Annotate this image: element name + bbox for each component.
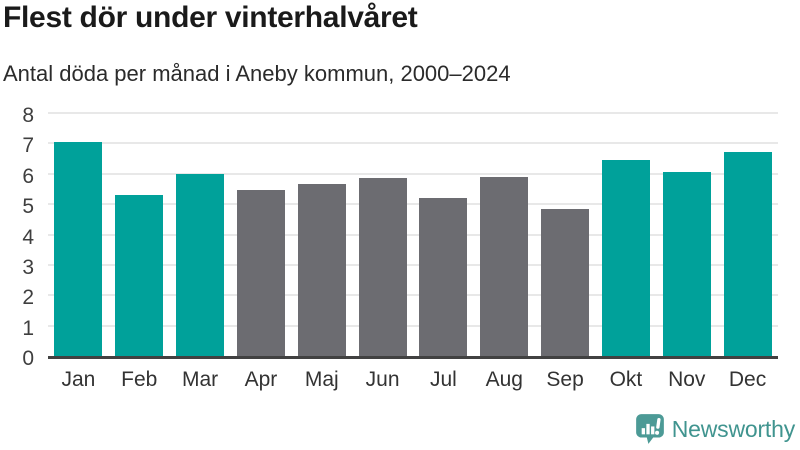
x-tick-nov: Nov	[668, 368, 706, 391]
gridline-1	[48, 324, 778, 327]
y-tick-1: 1	[22, 316, 34, 340]
x-tick-okt: Okt	[609, 368, 643, 391]
bar-mar	[176, 174, 225, 356]
bar-jan	[54, 142, 103, 356]
gridline-6	[48, 172, 778, 175]
gridline-5	[48, 203, 778, 206]
newsworthy-bubble-chart-icon	[635, 413, 665, 445]
x-tick-feb: Feb	[121, 368, 158, 391]
bar-sep	[541, 209, 590, 356]
x-tick-aug: Aug	[485, 368, 523, 391]
bar-apr	[236, 190, 285, 356]
y-tick-3: 3	[22, 255, 34, 279]
chart-title: Flest dör under vinterhalvåret	[3, 1, 418, 34]
x-tick-sep: Sep	[546, 368, 584, 391]
x-tick-maj: Maj	[304, 368, 339, 391]
gridline-8	[48, 112, 778, 114]
newsworthy-logo[interactable]: Newsworthy	[635, 412, 795, 446]
x-tick-dec: Dec	[728, 368, 767, 391]
bar-nov	[662, 172, 711, 356]
chart-subtitle: Antal döda per månad i Aneby kommun, 200…	[3, 61, 511, 86]
x-tick-jul: Jul	[429, 368, 457, 391]
bar-jun	[358, 178, 407, 356]
x-tick-jun: Jun	[365, 368, 400, 391]
x-tick-apr: Apr	[244, 368, 278, 391]
y-tick-5: 5	[22, 195, 34, 219]
x-tick-jan: Jan	[61, 368, 96, 391]
bar-maj	[297, 184, 346, 356]
bar-aug	[480, 177, 529, 356]
plot-area	[48, 112, 778, 359]
y-tick-0: 0	[22, 347, 34, 370]
gridline-3	[48, 263, 778, 266]
gridline-2	[48, 294, 778, 297]
gridline-4	[48, 233, 778, 236]
newsworthy-wordmark: Newsworthy	[671, 415, 795, 442]
x-tick-mar: Mar	[181, 368, 219, 391]
y-tick-8: 8	[22, 104, 34, 127]
y-tick-6: 6	[22, 164, 34, 188]
y-tick-7: 7	[22, 134, 34, 158]
bar-dec	[723, 152, 772, 356]
y-tick-2: 2	[22, 286, 34, 310]
y-tick-4: 4	[22, 225, 34, 249]
bar-feb	[115, 195, 164, 356]
bar-okt	[601, 160, 650, 356]
bar-jul	[419, 198, 468, 356]
gridline-7	[48, 142, 778, 145]
